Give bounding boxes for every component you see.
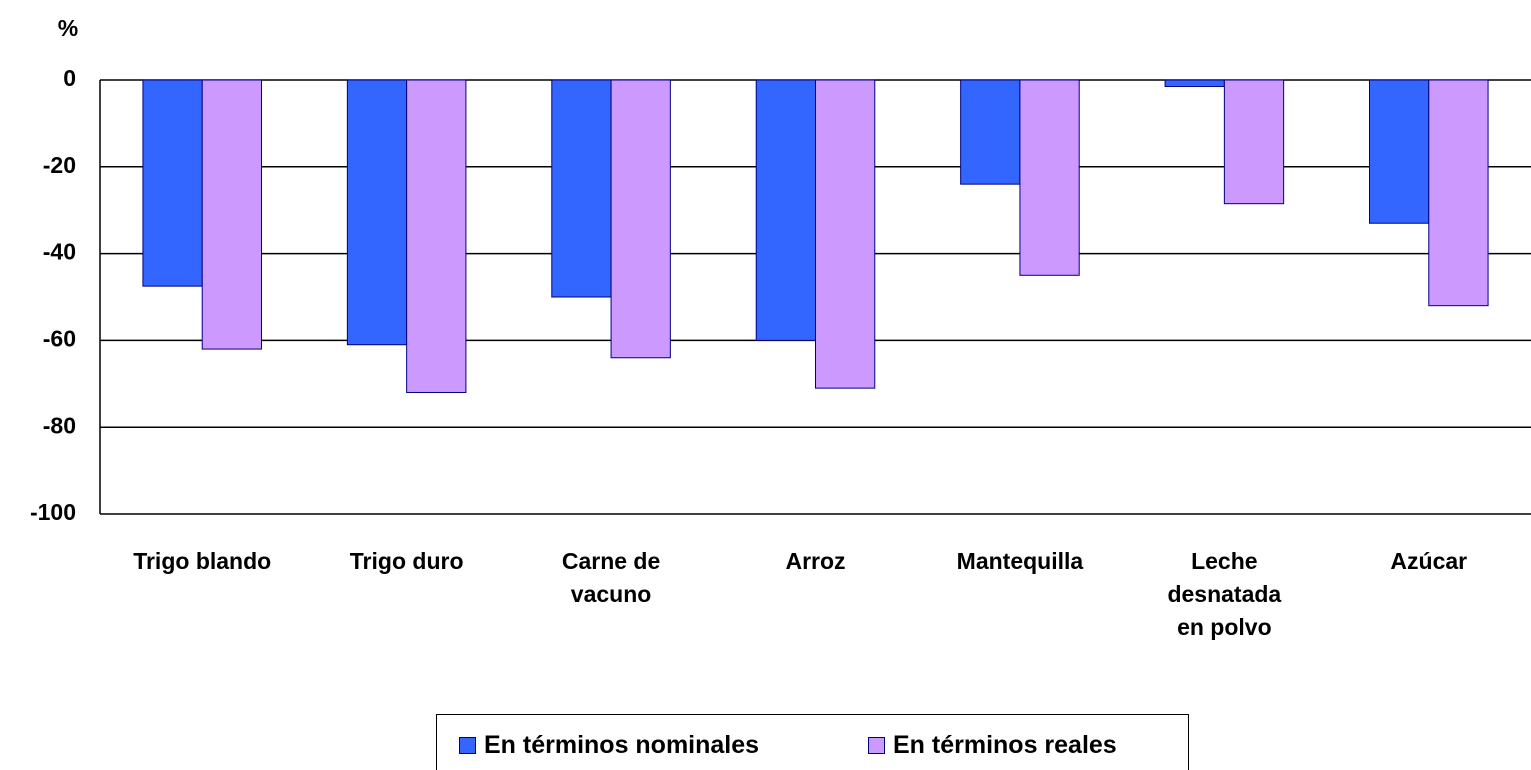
y-axis-label: % <box>58 15 78 41</box>
legend-swatch <box>868 737 885 754</box>
bar <box>406 79 467 393</box>
y-tick-label: -60 <box>43 325 76 351</box>
x-tick-label: Trigo duro <box>349 548 464 574</box>
bar <box>1369 79 1430 224</box>
bar <box>1223 79 1285 205</box>
y-tick-label: -40 <box>43 239 76 265</box>
bar <box>346 79 408 346</box>
legend-swatch <box>459 737 476 754</box>
legend-item: En términos nominales <box>459 731 759 760</box>
bar <box>1164 79 1225 88</box>
x-tick-label: Arroz <box>785 548 846 574</box>
bar <box>1019 79 1080 276</box>
bar <box>960 79 1021 185</box>
y-tick-label: -20 <box>43 152 76 178</box>
bar <box>201 79 262 350</box>
legend-label: En términos nominales <box>484 731 760 759</box>
x-tick-label: Trigo blando <box>133 548 272 574</box>
x-tick-label: Mantequilla <box>956 548 1084 574</box>
bar <box>1428 79 1489 307</box>
x-tick-label: Carne de vacuno <box>561 548 661 607</box>
bar <box>815 79 876 389</box>
y-tick-label: 0 <box>63 65 76 91</box>
x-tick-label: Leche desnatada en polvo <box>1167 548 1282 640</box>
bar <box>551 79 612 298</box>
bar <box>610 79 671 359</box>
bar <box>755 79 816 341</box>
y-tick-label: -100 <box>30 499 76 525</box>
legend-label: En términos reales <box>893 731 1117 759</box>
y-tick-label: -80 <box>43 412 76 438</box>
legend-item: En términos reales <box>868 731 1117 760</box>
legend: En términos nominales En términos reales <box>436 714 1189 770</box>
x-tick-label: Azúcar <box>1390 548 1468 574</box>
bar <box>142 79 203 287</box>
